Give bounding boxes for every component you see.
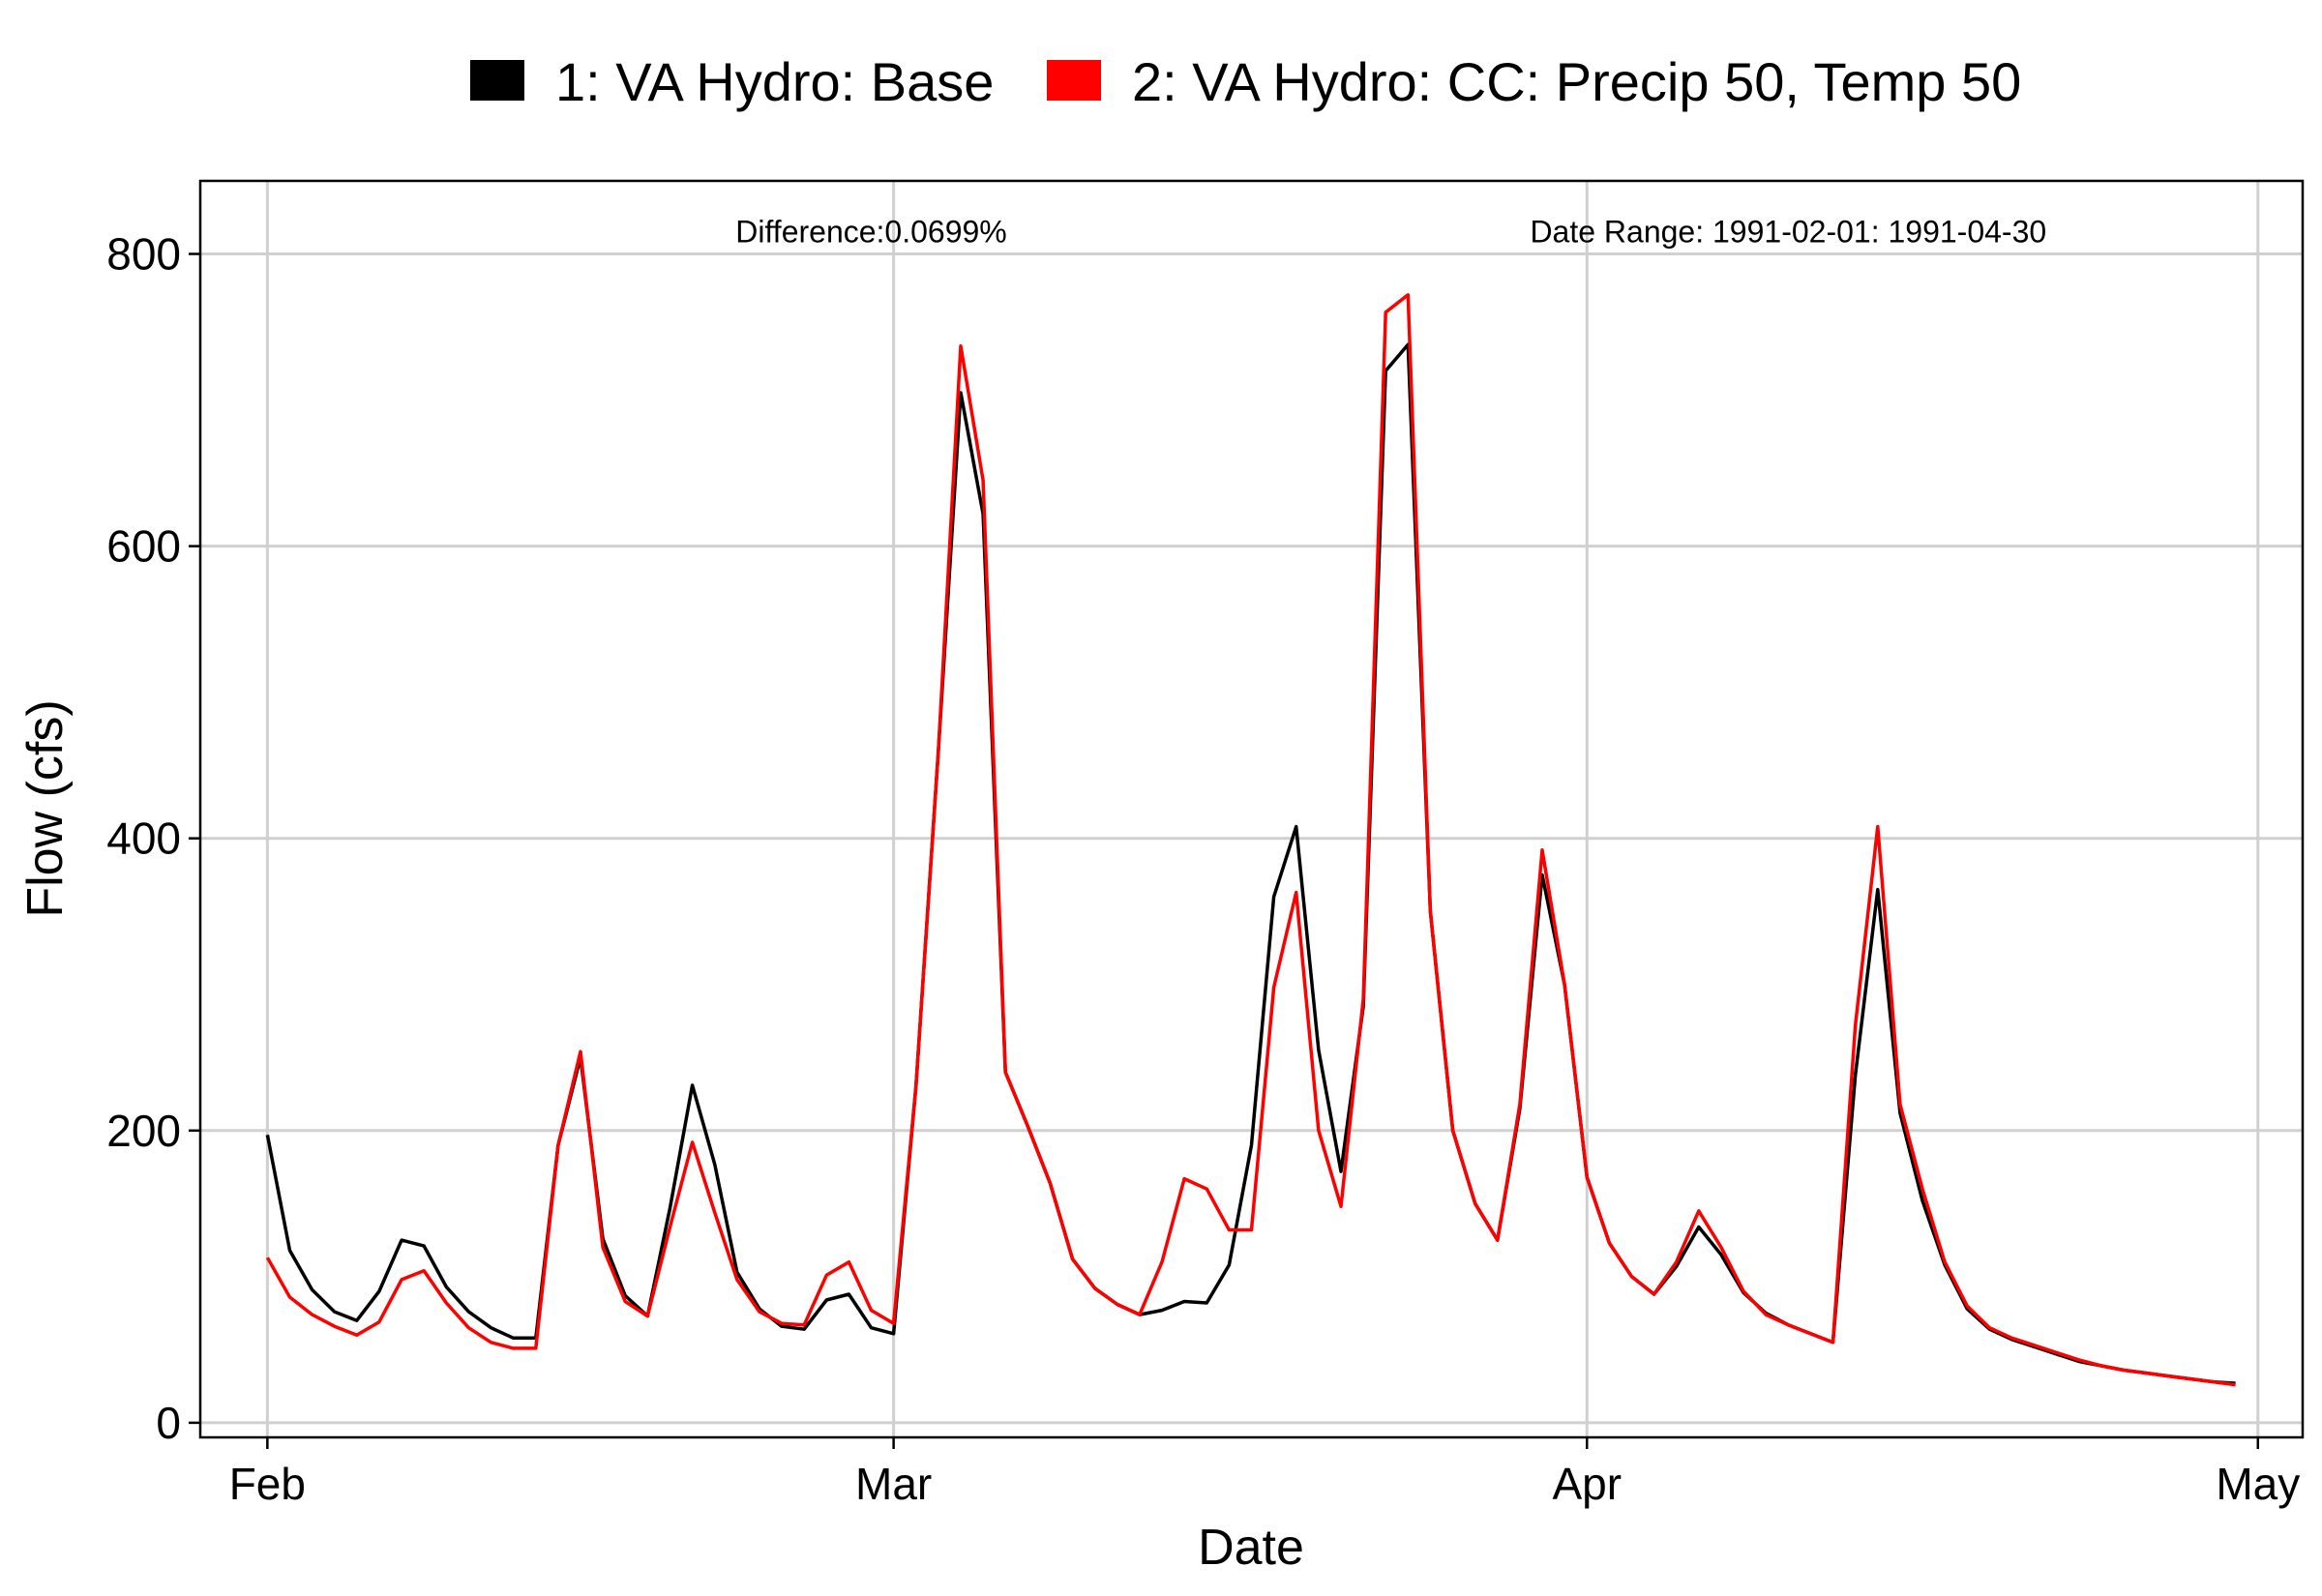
legend-key-base [470,60,524,101]
annotations: Difference:0.0699% Date Range: 1991-02-01… [735,214,2046,249]
y-tick-label: 600 [106,521,181,572]
y-tick-label: 0 [156,1398,181,1448]
plot-border [198,179,2305,1439]
y-axis: 0 200 400 600 800 [106,229,200,1448]
y-axis-title: Flow (cfs) [17,699,74,917]
legend-label-base: 1: VA Hydro: Base [555,51,994,112]
plot-area: Difference:0.0699% Date Range: 1991-02-01… [198,179,2305,1439]
series-layer [265,293,2236,1387]
series-line-cc [265,293,2236,1387]
x-tick-label: Feb [229,1459,306,1509]
y-tick-label: 800 [106,229,181,280]
x-tick-label: May [2216,1459,2300,1509]
difference-annotation: Difference:0.0699% [735,214,1006,249]
y-tick-label: 400 [106,813,181,864]
y-tick-label: 200 [106,1106,181,1156]
gridlines [200,181,2303,1437]
date-range-annotation: Date Range: 1991-02-01: 1991-04-30 [1530,214,2046,249]
x-axis-title: Date [1198,1520,1304,1576]
plot-panel [200,181,2303,1437]
legend-label-cc: 2: VA Hydro: CC: Precip 50, Temp 50 [1132,51,2021,112]
legend: 1: VA Hydro: Base 2: VA Hydro: CC: Preci… [470,51,2021,112]
x-tick-label: Apr [1552,1459,1622,1509]
legend-key-cc [1047,60,1101,101]
x-axis: Feb Mar Apr May [229,1437,2300,1509]
x-tick-label: Mar [855,1459,932,1509]
